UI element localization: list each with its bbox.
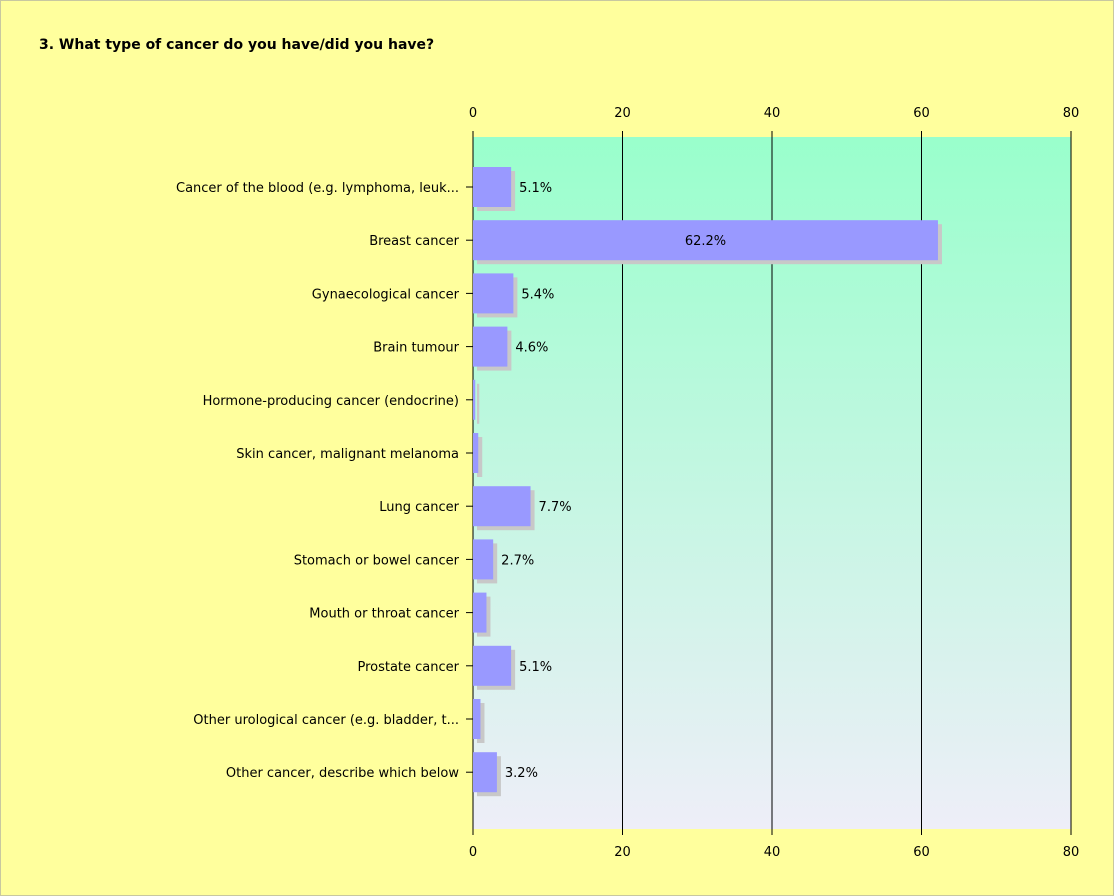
bar-value-label: 2.7% (501, 553, 534, 568)
category-label: Other cancer, describe which below (226, 766, 459, 781)
bottom-tick-label: 0 (469, 845, 477, 860)
bar (473, 645, 512, 686)
category-label: Gynaecological cancer (312, 287, 460, 302)
bar-value-label: 5.1% (519, 660, 552, 675)
bar (473, 167, 512, 207)
top-tick-label: 80 (1063, 106, 1080, 121)
bar (473, 539, 494, 580)
category-label: Skin cancer, malignant melanoma (236, 447, 459, 462)
bar-value-label: 3.2% (505, 766, 538, 781)
bar (473, 486, 531, 527)
bar-value-label: 5.1% (519, 181, 552, 196)
category-label: Breast cancer (369, 234, 459, 249)
bottom-tick-label: 40 (764, 845, 781, 860)
bar (473, 433, 479, 473)
category-label: Brain tumour (373, 341, 459, 356)
bar-shadow (477, 703, 485, 743)
bar (473, 273, 514, 314)
bar (473, 752, 497, 793)
category-label: Prostate cancer (357, 660, 459, 675)
category-label: Lung cancer (379, 500, 459, 515)
category-label: Mouth or throat cancer (309, 607, 459, 622)
bar (473, 592, 487, 633)
top-tick-label: 40 (764, 106, 781, 121)
bar (473, 220, 938, 261)
top-tick-label: 20 (614, 106, 631, 121)
bottom-tick-label: 80 (1063, 845, 1080, 860)
category-label: Cancer of the blood (e.g. lymphoma, leuk… (176, 181, 459, 196)
bar-shadow (477, 383, 480, 424)
bar-value-label: 62.2% (685, 234, 726, 249)
bar (473, 699, 481, 739)
bar (473, 326, 508, 367)
bottom-tick-label: 20 (614, 845, 631, 860)
bar (473, 379, 476, 420)
top-tick-label: 60 (913, 106, 930, 121)
category-label: Other urological cancer (e.g. bladder, t… (193, 713, 459, 728)
category-label: Stomach or bowel cancer (294, 553, 460, 568)
bar-value-label: 7.7% (539, 500, 572, 515)
bar-value-label: 5.4% (521, 287, 554, 302)
bar-value-label: 4.6% (515, 341, 548, 356)
top-tick-label: 0 (469, 106, 477, 121)
bottom-tick-label: 60 (913, 845, 930, 860)
category-label: Hormone-producing cancer (endocrine) (203, 394, 459, 409)
bar-shadow (477, 437, 483, 477)
question-title: 3. What type of cancer do you have/did y… (39, 37, 435, 53)
